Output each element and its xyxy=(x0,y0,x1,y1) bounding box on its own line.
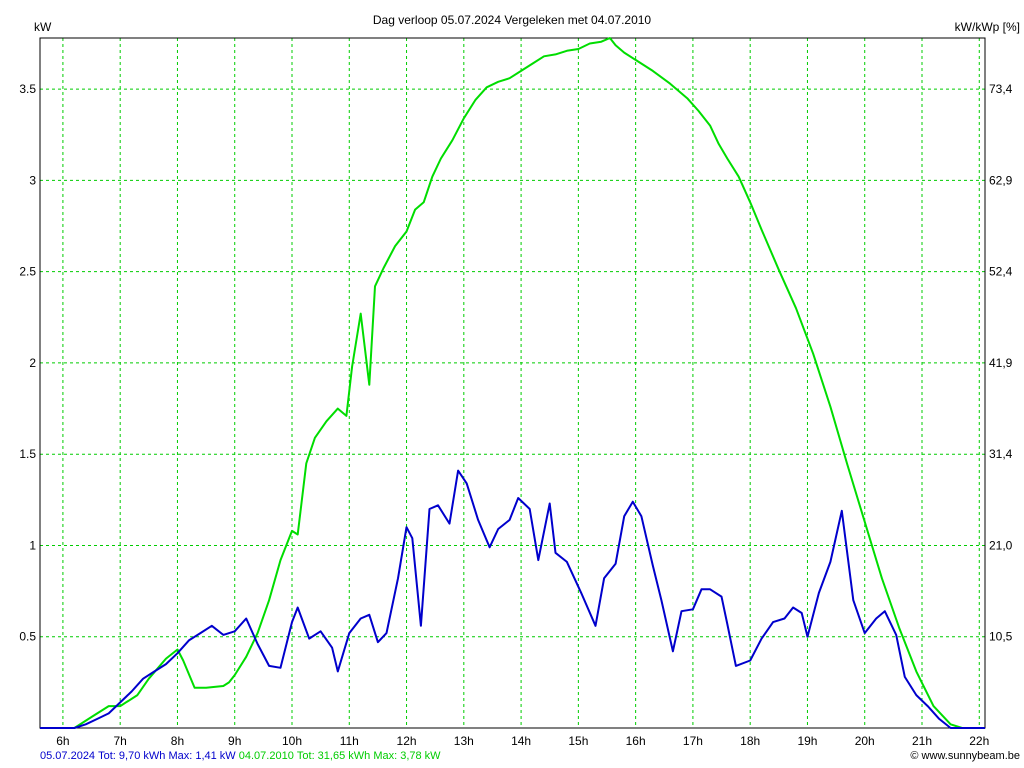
legend-series2-max: Max: 3,78 kW xyxy=(373,750,441,762)
x-tick-label: 11h xyxy=(340,734,359,748)
y-tick-label: 3 xyxy=(29,173,36,187)
y2-tick-label: 62,9 xyxy=(989,173,1013,187)
x-tick-label: 13h xyxy=(454,734,474,748)
legend-series2-date: 04.07.2010 xyxy=(238,750,294,762)
legend-series1-date: 05.07.2024 xyxy=(40,750,96,762)
x-tick-label: 20h xyxy=(855,734,875,748)
legend-series1: 05.07.2024 Tot: 9,70 kWh Max: 1,41 kW xyxy=(40,750,236,762)
legend-series1-max: Max: 1,41 kW xyxy=(168,750,236,762)
y-tick-label: 3.5 xyxy=(19,82,36,96)
x-tick-label: 15h xyxy=(568,734,588,748)
x-tick-label: 16h xyxy=(626,734,646,748)
y2-tick-label: 21,0 xyxy=(989,538,1013,552)
x-tick-label: 8h xyxy=(171,734,184,748)
x-tick-label: 18h xyxy=(740,734,760,748)
y-tick-label: 1 xyxy=(29,538,36,552)
y-tick-label: 1.5 xyxy=(19,447,36,461)
legend-series2-tot: Tot: 31,65 kWh xyxy=(296,750,371,762)
x-tick-label: 14h xyxy=(511,734,531,748)
x-tick-label: 19h xyxy=(797,734,817,748)
right-axis-unit: kW/kWp [%] xyxy=(955,20,1020,34)
chart-title: Dag verloop 05.07.2024 Vergeleken met 04… xyxy=(373,13,652,27)
x-tick-label: 17h xyxy=(683,734,703,748)
grid xyxy=(40,38,985,728)
x-tick-label: 9h xyxy=(228,734,241,748)
y2-tick-label: 52,4 xyxy=(989,265,1013,279)
series-line-green xyxy=(40,37,985,729)
tick-labels: 6h 7h 8h 9h 10h 11h 12h 13h 14h 15h 16h 17h 18h 19h 20… xyxy=(19,82,1012,748)
x-tick-label: 10h xyxy=(282,734,302,748)
x-tick-label: 22h xyxy=(969,734,989,748)
y-tick-label: 0.5 xyxy=(19,630,36,644)
x-tick-label: 7h xyxy=(114,734,127,748)
series-line-blue xyxy=(40,469,985,729)
x-tick-label: 21h xyxy=(912,734,932,748)
y-tick-label: 2.5 xyxy=(19,265,36,279)
y-tick-label: 2 xyxy=(29,356,36,370)
series xyxy=(40,37,985,729)
plot-frame xyxy=(39,37,986,729)
left-axis-unit: kW xyxy=(34,20,52,34)
y2-tick-label: 73,4 xyxy=(989,82,1013,96)
legend-series1-tot: Tot: 9,70 kWh xyxy=(98,750,166,762)
copyright: © www.sunnybeam.be xyxy=(910,750,1020,762)
footer-legend: 05.07.2024 Tot: 9,70 kWh Max: 1,41 kW 04… xyxy=(40,750,441,762)
x-tick-label: 12h xyxy=(397,734,417,748)
y2-tick-label: 41,9 xyxy=(989,356,1013,370)
x-tick-label: 6h xyxy=(56,734,69,748)
y2-tick-label: 10,5 xyxy=(989,630,1013,644)
y2-tick-label: 31,4 xyxy=(989,447,1013,461)
legend-series2: 04.07.2010 Tot: 31,65 kWh Max: 3,78 kW xyxy=(239,750,441,762)
